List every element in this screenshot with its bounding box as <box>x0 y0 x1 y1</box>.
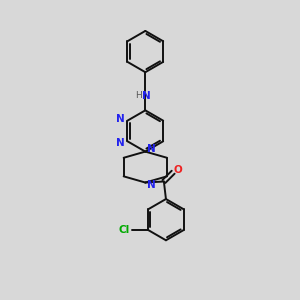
Text: Cl: Cl <box>118 225 130 235</box>
Text: N: N <box>116 114 124 124</box>
Text: O: O <box>173 165 182 175</box>
Text: N: N <box>148 144 156 154</box>
Text: H: H <box>135 92 142 100</box>
Text: N: N <box>116 138 124 148</box>
Text: N: N <box>148 180 156 190</box>
Text: N: N <box>142 91 150 101</box>
